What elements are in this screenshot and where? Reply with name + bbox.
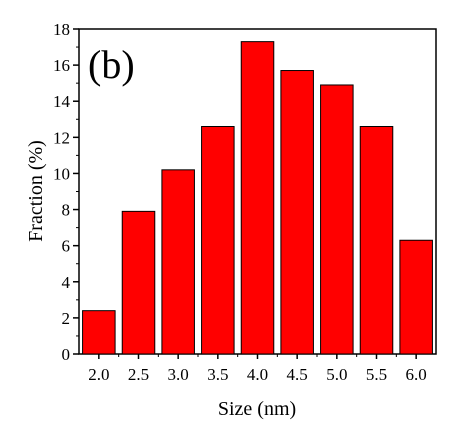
y-axis-title: Fraction (%) [25, 140, 47, 242]
y-tick-label: 6 [62, 237, 71, 256]
y-tick-label: 16 [53, 56, 70, 75]
y-tick-label: 4 [62, 273, 71, 292]
y-tick-label: 0 [62, 345, 71, 364]
x-tick-label: 3.5 [207, 365, 228, 384]
x-ticks-group: 2.0 2.5 3.0 3.5 4.0 4.5 5.0 5.5 6.0 [88, 354, 427, 384]
y-tick-label: 10 [53, 164, 70, 183]
x-axis-title: Size (nm) [218, 398, 296, 420]
bars-group [82, 41, 433, 355]
y-tick-label: 2 [62, 309, 71, 328]
bar-5.0 [320, 84, 354, 355]
y-tick-label: 18 [53, 20, 70, 39]
bar-2.0 [82, 310, 116, 355]
y-tick-label: 14 [53, 92, 71, 111]
x-tick-label: 2.5 [128, 365, 149, 384]
x-tick-label: 4.0 [247, 365, 268, 384]
x-tick-label: 2.0 [88, 365, 109, 384]
bar-4.0 [240, 41, 275, 355]
bar-2.5 [121, 210, 156, 355]
y-ticks-group: 0 2 4 6 8 10 12 14 16 18 [53, 20, 79, 364]
y-tick-label: 12 [53, 128, 70, 147]
bar-5.5 [359, 126, 394, 355]
bar-3.5 [201, 126, 235, 355]
x-tick-label: 5.5 [366, 365, 387, 384]
bar-6.0 [399, 239, 433, 355]
x-tick-label: 4.5 [287, 365, 308, 384]
x-tick-label: 3.0 [168, 365, 189, 384]
bar-4.5 [280, 70, 314, 355]
y-tick-label: 8 [62, 201, 71, 220]
x-tick-label: 5.0 [326, 365, 347, 384]
bar-3.0 [161, 169, 195, 355]
panel-label: (b) [88, 42, 135, 87]
x-tick-label: 6.0 [406, 365, 427, 384]
